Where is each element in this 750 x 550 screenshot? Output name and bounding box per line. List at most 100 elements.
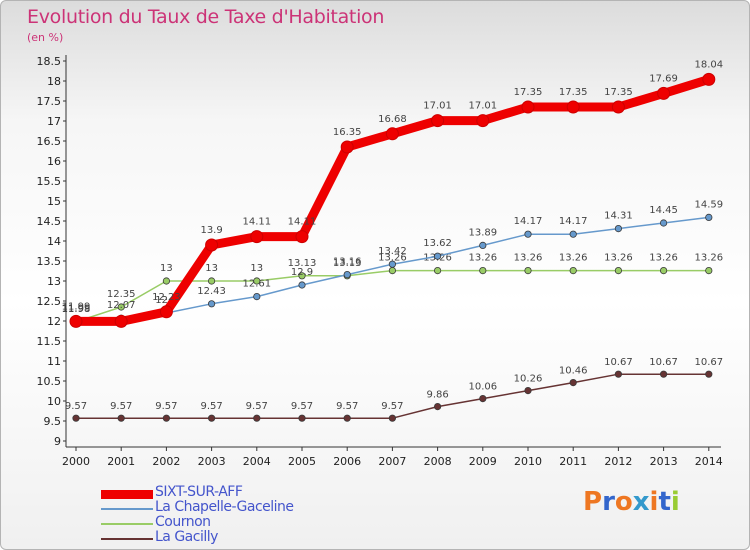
y-tick-label: 11.5 — [37, 335, 62, 348]
data-point — [476, 114, 490, 128]
y-tick-label: 14.5 — [37, 215, 62, 228]
data-label: 9.57 — [381, 401, 403, 412]
legend-swatch — [101, 508, 153, 510]
x-tick-label: 2005 — [288, 455, 316, 468]
y-tick-label: 17 — [47, 115, 61, 128]
data-label: 16.68 — [378, 114, 407, 125]
data-point — [614, 225, 623, 233]
data-point — [659, 266, 668, 275]
data-point — [343, 270, 351, 279]
data-label: 16.35 — [333, 127, 362, 138]
data-label: 10.26 — [514, 374, 543, 385]
legend-swatch — [101, 490, 153, 499]
data-point — [250, 230, 264, 244]
data-point — [524, 266, 532, 275]
data-point — [162, 277, 170, 285]
data-label: 9.57 — [65, 401, 87, 412]
y-tick-label: 14 — [47, 235, 61, 248]
data-label: 13.13 — [333, 258, 362, 269]
legend-label: La Chapelle-Gaceline — [155, 499, 294, 515]
x-tick-label: 2002 — [152, 455, 180, 468]
data-label: 17.35 — [604, 87, 633, 98]
data-label: 9.57 — [110, 401, 132, 412]
data-label: 12.23 — [152, 292, 181, 303]
data-label: 13 — [205, 263, 218, 274]
x-tick-label: 2011 — [559, 455, 587, 468]
x-tick-label: 2000 — [62, 455, 90, 468]
x-tick-label: 2012 — [604, 455, 632, 468]
data-label: 10.67 — [604, 357, 633, 368]
data-label: 13.26 — [514, 253, 543, 264]
x-tick-label: 2009 — [469, 455, 497, 468]
data-label: 10.67 — [694, 357, 723, 368]
data-point — [117, 303, 125, 311]
y-tick-label: 13.5 — [37, 255, 62, 268]
data-point — [614, 266, 623, 275]
data-label: 11.99 — [62, 303, 91, 314]
data-label: 13.89 — [468, 227, 497, 238]
x-tick-label: 2007 — [378, 455, 406, 468]
data-label: 13.16 — [333, 257, 362, 268]
data-point — [614, 370, 623, 378]
data-point — [479, 394, 487, 403]
data-label: 13.9 — [200, 225, 222, 236]
data-point — [159, 305, 173, 319]
data-label: 13.26 — [378, 253, 407, 264]
data-point — [569, 266, 577, 275]
data-point — [114, 314, 128, 328]
data-point — [208, 300, 216, 308]
y-tick-label: 10 — [47, 395, 61, 408]
y-tick-label: 18 — [47, 75, 61, 88]
data-label: 13.26 — [559, 253, 588, 264]
data-label: 9.57 — [336, 401, 358, 412]
data-point — [705, 370, 713, 378]
y-tick-label: 15 — [47, 195, 61, 208]
data-label: 17.35 — [514, 87, 543, 98]
data-label: 10.67 — [649, 357, 678, 368]
data-point — [702, 72, 716, 86]
data-point — [388, 266, 396, 275]
data-label: 13.26 — [604, 253, 633, 264]
data-label: 17.35 — [559, 87, 588, 98]
y-tick-label: 10.5 — [37, 375, 62, 388]
y-tick-label: 9 — [54, 435, 61, 448]
legend-label: SIXT-SUR-AFF — [155, 484, 243, 500]
logo-letter: P — [583, 487, 603, 517]
data-label: 9.57 — [200, 401, 222, 412]
data-label: 14.17 — [559, 216, 588, 227]
legend-label: La Gacilly — [155, 529, 218, 545]
data-label: 9.57 — [246, 401, 268, 412]
data-label: 12.9 — [291, 267, 313, 278]
data-point — [208, 277, 216, 285]
data-label: 13 — [160, 263, 173, 274]
data-label: 12.2 — [155, 295, 177, 306]
data-point — [524, 230, 532, 238]
data-label: 17.69 — [649, 73, 678, 84]
legend-label: Cournon — [155, 514, 211, 530]
y-tick-label: 16.5 — [37, 135, 62, 148]
data-point — [388, 260, 396, 268]
data-label: 12.35 — [107, 289, 136, 300]
data-point — [569, 378, 577, 387]
data-point — [566, 100, 580, 114]
y-tick-label: 13 — [47, 275, 61, 288]
chart-title: Evolution du Taux de Taxe d'Habitation — [27, 6, 385, 28]
data-label: 14.31 — [604, 211, 633, 222]
y-tick-label: 9.5 — [44, 415, 62, 428]
data-point — [117, 414, 125, 422]
data-point — [298, 272, 306, 280]
data-point — [433, 266, 442, 275]
data-point — [479, 266, 487, 275]
data-point — [659, 219, 668, 227]
data-point — [433, 402, 442, 411]
data-label: 17.01 — [423, 101, 452, 112]
data-label: 12.61 — [242, 279, 271, 290]
y-tick-label: 11 — [47, 355, 61, 368]
data-point — [659, 370, 668, 378]
data-point — [388, 414, 396, 422]
data-point — [611, 100, 625, 114]
x-tick-label: 2008 — [424, 455, 452, 468]
data-label: 14.11 — [242, 217, 271, 228]
logo-letter: x — [632, 487, 650, 517]
